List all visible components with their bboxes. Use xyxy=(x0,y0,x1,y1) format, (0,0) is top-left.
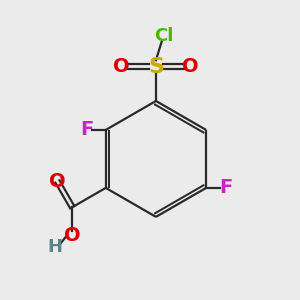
Text: O: O xyxy=(113,57,130,76)
Text: O: O xyxy=(64,226,81,245)
Text: O: O xyxy=(182,57,198,76)
Text: F: F xyxy=(219,178,232,197)
Text: O: O xyxy=(49,172,66,191)
Text: F: F xyxy=(80,120,93,140)
Text: Cl: Cl xyxy=(154,27,173,45)
Text: S: S xyxy=(148,57,164,77)
Text: H: H xyxy=(47,238,62,256)
